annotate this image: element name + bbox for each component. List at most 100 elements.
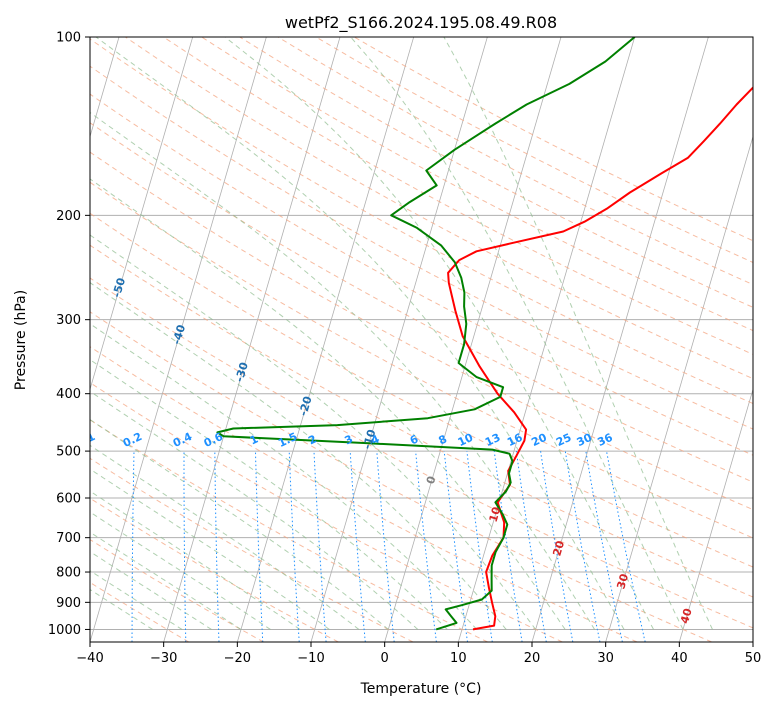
mixing-ratio-line [443, 451, 468, 642]
background-lines [82, 37, 753, 642]
mixing-ratio-label: 0.6 [202, 430, 225, 450]
dry-adiabat-line [90, 457, 414, 642]
isotherm-line [752, 640, 753, 642]
moist-adiabat-line [95, 37, 625, 630]
mixing-ratio-line [82, 451, 87, 642]
isotherm-line [90, 37, 194, 391]
isotherm-line [90, 37, 267, 642]
mixing-ratio-label: 0.4 [171, 430, 194, 450]
y-tick-label: 800 [56, 566, 81, 581]
dry-adiabat-line [90, 581, 190, 642]
moist-adiabat-line [90, 178, 566, 630]
x-axis-label: Temperature (°C) [360, 681, 482, 697]
x-tick-label: 10 [450, 651, 467, 666]
dry-adiabat-line [90, 93, 753, 456]
dry-adiabat-line [90, 65, 753, 430]
mixing-ratio-label: 1.5 [276, 430, 299, 450]
y-tick-label: 100 [56, 31, 81, 46]
isotherm-label: -70 [0, 188, 7, 211]
dry-adiabat-line [90, 122, 753, 483]
isotherm-line [678, 387, 753, 642]
mixing-ratio-lines [82, 451, 646, 642]
mixing-ratio-line [493, 451, 523, 642]
mixing-ratio-label: 10 [456, 431, 476, 449]
moist-adiabat-line [90, 281, 507, 630]
mixing-ratio-line [255, 451, 264, 642]
mixing-ratio-line [288, 451, 300, 642]
x-tick-label: 20 [524, 651, 541, 666]
isotherm-line [531, 37, 709, 642]
x-tick-label: −20 [224, 651, 251, 666]
moist-adiabats [90, 37, 713, 630]
dry-adiabat-line [125, 37, 753, 380]
mixing-ratio-label: 0.2 [121, 430, 144, 450]
mixing-ratio-line [515, 451, 547, 642]
x-tick-label: 0 [381, 651, 389, 666]
dewpoint-line [216, 37, 636, 631]
moist-adiabat-line [90, 419, 389, 630]
mixing-ratio-line [131, 451, 135, 642]
plot-frame [89, 36, 754, 643]
moist-adiabat-line [90, 323, 478, 630]
temperature-line [447, 86, 753, 631]
mixing-ratio-label: 13 [483, 431, 502, 449]
mixing-ratio-label: 0.1 [74, 430, 97, 450]
x-tick-label: −30 [150, 651, 177, 666]
moist-adiabat-line [90, 234, 537, 630]
dry-adiabat-line [90, 277, 753, 629]
dry-adiabats [90, 37, 753, 642]
mixing-ratio-line [313, 451, 327, 642]
x-axis-ticks: −40 −30 −20 −10 0 10 20 30 40 50 [76, 642, 761, 666]
mixing-ratio-label: 25 [554, 431, 573, 449]
isotherm-line [457, 37, 636, 642]
y-tick-label: 500 [56, 445, 81, 460]
x-tick-label: −40 [76, 651, 103, 666]
mixing-ratio-label: 8 [436, 432, 448, 447]
y-tick-label: 600 [56, 492, 81, 507]
mixing-ratio-label: 30 [575, 431, 595, 449]
moist-adiabat-line [90, 390, 419, 630]
dry-adiabat-line [277, 37, 753, 286]
y-tick-label: 400 [56, 387, 81, 402]
isotherm-label: 0 [424, 474, 439, 485]
isotherm-label: 30 [614, 572, 631, 591]
dry-adiabat-line [163, 37, 753, 355]
mixing-ratio-line [606, 451, 646, 642]
pressure-gridlines [90, 37, 753, 630]
mixing-ratio-line [585, 451, 623, 642]
mixing-ratio-label: 20 [529, 431, 549, 449]
moist-adiabat-line [90, 551, 212, 630]
dry-adiabat-line [90, 346, 638, 642]
dry-adiabat-line [90, 419, 488, 642]
y-axis-ticks: 100 200 300 400 500 600 700 800 900 1000 [48, 31, 90, 638]
x-tick-label: 40 [671, 651, 688, 666]
isotherm-label: -50 [110, 276, 128, 299]
y-axis-label: Pressure (hPa) [13, 290, 29, 390]
isotherm-line [384, 37, 562, 642]
isotherm-label: -60 [49, 232, 67, 255]
y-tick-label: 700 [56, 531, 81, 546]
y-tick-label: 300 [56, 313, 81, 328]
moist-adiabat-line [90, 468, 330, 630]
x-tick-label: 30 [597, 651, 614, 666]
mixing-ratio-line [349, 451, 366, 642]
moist-adiabat-line [443, 37, 713, 630]
isotherm-label: 40 [678, 607, 695, 626]
isotherm-label: -40 [170, 323, 188, 346]
line-labels: -100-90-80-70-60-50-40-30-20-10010203040… [0, 188, 695, 626]
isotherm-label: -10 [361, 428, 379, 451]
mixing-ratio-line [376, 451, 395, 642]
dry-adiabat-line [239, 37, 753, 308]
isotherm-line [236, 37, 415, 642]
isotherm-line [163, 37, 341, 642]
skewed-isotherms [90, 37, 753, 642]
mixing-ratio-label: 36 [595, 431, 615, 449]
dry-adiabat-line [201, 37, 753, 332]
mixing-ratio-line [564, 451, 601, 642]
y-tick-label: 900 [56, 596, 81, 611]
mixing-ratio-line [466, 451, 493, 642]
y-tick-label: 200 [56, 209, 81, 224]
x-tick-label: 50 [745, 651, 762, 666]
